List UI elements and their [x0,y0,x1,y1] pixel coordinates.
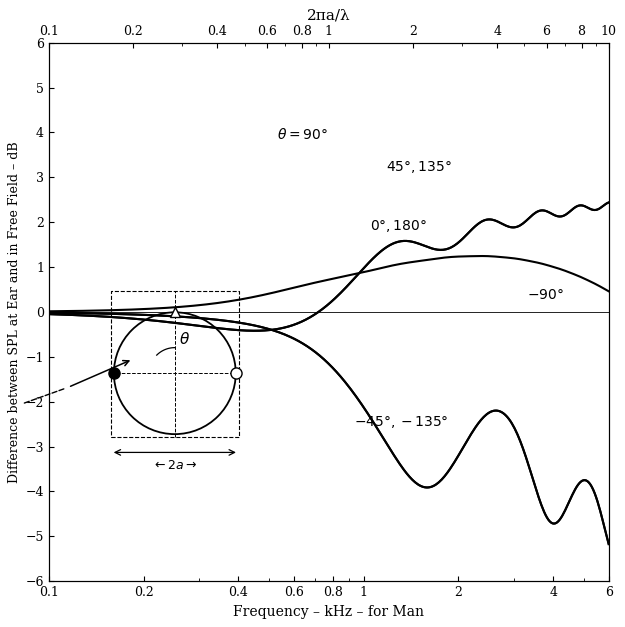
Text: $45°, 135°$: $45°, 135°$ [386,159,452,175]
Text: $\theta = 90°$: $\theta = 90°$ [277,127,328,142]
Y-axis label: Difference between SPL at Ear and in Free Field – dB: Difference between SPL at Ear and in Fre… [8,141,21,483]
Text: $-45°,-135°$: $-45°,-135°$ [354,414,448,430]
X-axis label: Frequency – kHz – for Man: Frequency – kHz – for Man [233,604,424,619]
Text: $-90°$: $-90°$ [527,288,564,302]
X-axis label: 2πa/λ: 2πa/λ [307,8,351,23]
Text: $0°, 180°$: $0°, 180°$ [371,218,428,234]
